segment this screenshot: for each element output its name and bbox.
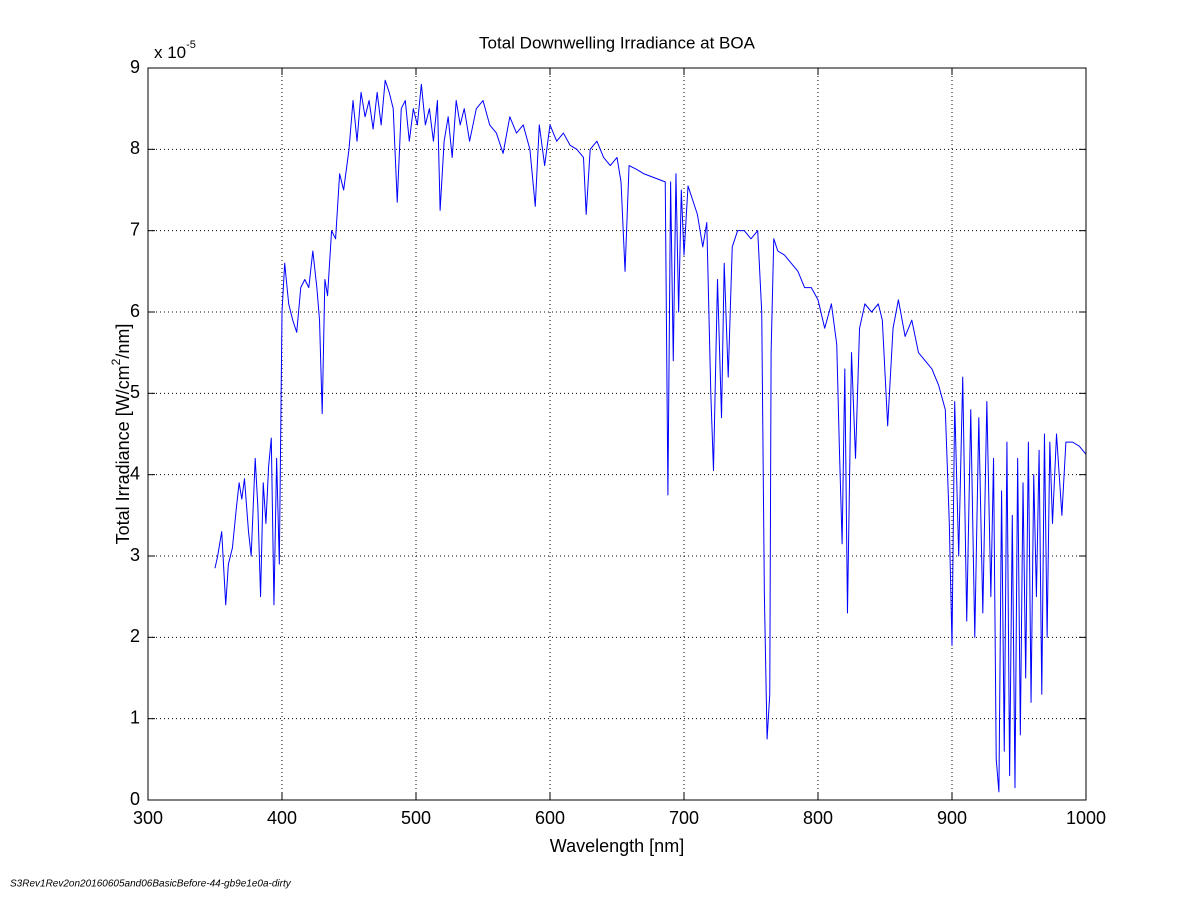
- y-tick-label: 3: [130, 545, 140, 565]
- y-tick-label: 6: [130, 301, 140, 321]
- x-tick-label: 800: [803, 808, 833, 828]
- y-tick-label: 5: [130, 382, 140, 402]
- x-tick-label: 700: [669, 808, 699, 828]
- y-axis-label-part: Total Irradiance [W/cm: [113, 365, 133, 544]
- x-axis-label: Wavelength [nm]: [550, 836, 684, 856]
- y-tick-label: 1: [130, 707, 140, 727]
- spectrum-line: [214, 79, 1087, 793]
- y-axis-label: Total Irradiance [W/cm2/nm]: [109, 324, 133, 545]
- plot-area: [214, 79, 1087, 793]
- y-multiplier-base: x 10: [154, 43, 186, 62]
- y-axis-label-part: /nm]: [113, 324, 133, 359]
- chart-title: Total Downwelling Irradiance at BOA: [479, 33, 756, 52]
- x-tick-label: 1000: [1066, 808, 1106, 828]
- x-tick-label: 500: [401, 808, 431, 828]
- y-tick-label: 9: [130, 57, 140, 77]
- footer: S3Rev1Rev2on20160605and06BasicBefore-44-…: [10, 879, 292, 890]
- y-tick-label: 8: [130, 138, 140, 158]
- axes-box: [147, 67, 1087, 801]
- y-tick-label: 4: [130, 463, 140, 483]
- y-tick-label: 0: [130, 789, 140, 809]
- y-tick-label: 2: [130, 626, 140, 646]
- y-multiplier: x 10-5: [154, 39, 196, 63]
- x-tick-label: 400: [267, 808, 297, 828]
- x-tick-label: 900: [937, 808, 967, 828]
- y-multiplier-exponent: -5: [186, 39, 196, 51]
- y-tick-label: 7: [130, 219, 140, 239]
- x-tick-label: 600: [535, 808, 565, 828]
- y-axis-label-superscript: 2: [109, 358, 123, 365]
- x-tick-label: 300: [133, 808, 163, 828]
